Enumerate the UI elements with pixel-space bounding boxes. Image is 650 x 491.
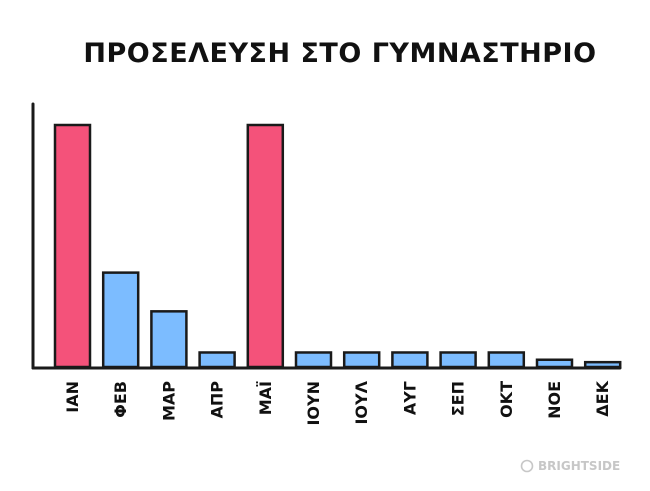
x-tick-label: ΙΑΝ [63, 381, 82, 413]
chart-title: ΠΡΟΣΕΛΕΥΣΗ ΣΤΟ ΓΥΜΝΑΣΤΗΡΙΟ [83, 38, 596, 69]
x-tick-label: ΜΑΪ [256, 381, 275, 415]
x-tick-label: ΑΥΓ [400, 381, 419, 415]
bar-10 [487, 351, 526, 369]
bar-5 [246, 123, 285, 369]
x-tick-label: ΣΕΠ [449, 381, 468, 416]
x-tick-label: ΜΑΡ [159, 381, 178, 421]
brightside-logo: BRIGHTSIDE [520, 459, 620, 473]
watermark-text: BRIGHTSIDE [538, 459, 620, 473]
bar-11 [535, 358, 574, 369]
x-tick-label: ΔΕΚ [593, 380, 612, 416]
bar-8 [391, 351, 429, 369]
copyright-icon [520, 459, 534, 473]
x-tick-label: ΝΟΕ [545, 381, 564, 419]
x-tick-label: ΑΠΡ [208, 381, 227, 419]
bar-9 [439, 351, 477, 369]
bar-4 [198, 351, 236, 369]
x-tick-label: ΙΟΥΝ [304, 381, 323, 426]
bars-group [53, 123, 622, 369]
bar-2 [101, 271, 140, 369]
bar-6 [294, 351, 333, 369]
x-tick-label: ΟΚΤ [497, 381, 516, 418]
x-tick-label: ΙΟΥΛ [352, 380, 371, 424]
bar-12 [583, 360, 622, 369]
bar-7 [342, 351, 381, 369]
bar-1 [53, 123, 92, 369]
x-tick-labels: ΙΑΝ ΦΕΒ ΜΑΡ ΑΠΡ ΜΑΪ ΙΟΥΝ ΙΟΥΛ ΑΥΓ ΣΕΠ ΟΚΤ ΝΟΕ ΔΕΚ [63, 380, 612, 425]
x-tick-label: ΦΕΒ [111, 381, 130, 418]
bar-3 [150, 310, 188, 369]
